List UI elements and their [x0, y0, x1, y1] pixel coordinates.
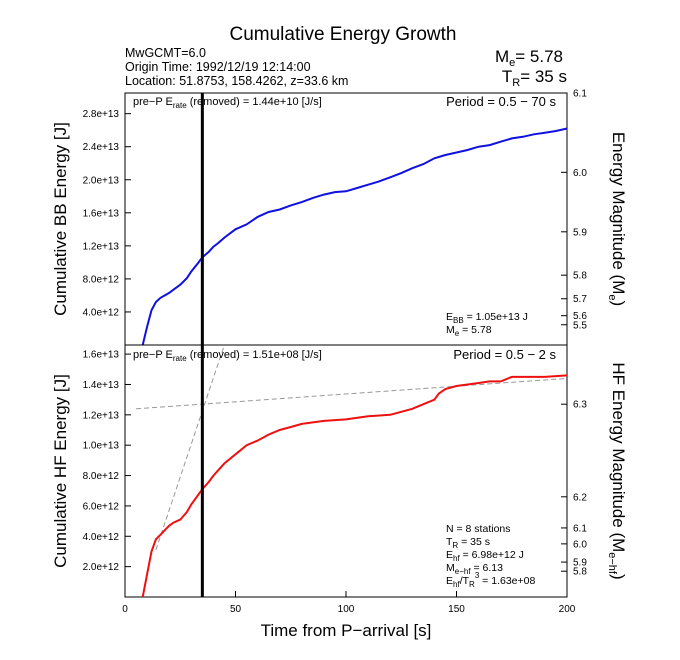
- top-ytick-label: 2.4e+13: [83, 142, 120, 153]
- x-axis-label: Time from P−arrival [s]: [261, 621, 432, 640]
- top-period-label: Period = 0.5 − 70 s: [446, 94, 556, 109]
- top-me-value: Me = 5.78: [446, 324, 492, 338]
- bottom-period-label: Period = 0.5 − 2 s: [453, 347, 556, 362]
- top-ebb-value: EBB = 1.05e+13 J: [446, 311, 528, 325]
- hf-plateau-fit-line: [136, 377, 568, 410]
- bottom-ytick-label: 6.0e+12: [83, 501, 120, 512]
- top-ytick-label: 1.2e+13: [83, 241, 120, 252]
- header-tr: TR= 35 s: [502, 67, 567, 89]
- bottom-ytick-label: 4.0e+12: [83, 532, 120, 543]
- top-right-tick-label: 5.8: [573, 271, 587, 282]
- top-right-tick-label: 5.9: [573, 227, 587, 238]
- hf-energy-line: [141, 374, 568, 598]
- bottom-ytick-label: 1.6e+13: [83, 350, 120, 361]
- info-magnitude: MwGCMT=6.0: [125, 46, 206, 60]
- xtick-label: 200: [559, 604, 576, 615]
- bottom-right-axis: 6.3 6.2 6.1 6.0 5.95.8: [561, 400, 587, 578]
- top-prep-rate: pre−P Erate (removed) = 1.44e+10 [J/s]: [133, 96, 322, 110]
- xtick-label: 100: [338, 604, 355, 615]
- info-location: Location: 51.8753, 158.4262, z=33.6 km: [125, 74, 348, 88]
- top-y-label: Cumulative BB Energy [J]: [51, 122, 70, 316]
- hf-growth-fit-line: [155, 344, 225, 551]
- xtick-label: 50: [230, 604, 242, 615]
- bottom-right-tick-label: 6.3: [573, 400, 587, 411]
- bottom-y-label: Cumulative HF Energy [J]: [51, 374, 70, 568]
- xtick-label: 150: [448, 604, 465, 615]
- top-y-right-label: Energy Magnitude (Me): [606, 132, 628, 306]
- top-right-tick-label: 6.1: [573, 89, 587, 100]
- top-ytick-label: 4.0e+12: [83, 307, 120, 318]
- stat-ehf-tr3: Ehf/TR3 = 1.63e+08: [446, 571, 535, 589]
- panel-broadband: 4.0e+12 8.0e+12 1.2e+13 1.6e+13 2.0e+13 2.4e+…: [51, 89, 628, 346]
- top-ytick-label: 2.0e+13: [83, 175, 120, 186]
- bottom-left-axis: 2.0e+12 4.0e+12 6.0e+12 8.0e+12 1.0e+13 1.2e+…: [83, 350, 131, 573]
- bottom-ytick-label: 1.4e+13: [83, 380, 120, 391]
- bb-energy-line: [141, 127, 568, 346]
- stat-ehf: Ehf = 6.98e+12 J: [446, 549, 524, 563]
- top-left-axis: 4.0e+12 8.0e+12 1.2e+13 1.6e+13 2.0e+13 2.4e+…: [83, 109, 131, 318]
- bottom-ytick-label: 8.0e+12: [83, 471, 120, 482]
- top-plot-frame: [124, 92, 568, 346]
- bottom-ytick-label: 1.0e+13: [83, 441, 120, 452]
- bottom-prep-rate: pre−P Erate (removed) = 1.51e+08 [J/s]: [133, 349, 322, 363]
- top-right-tick-label: 5.7: [573, 294, 587, 305]
- bottom-ytick-label: 2.0e+12: [83, 562, 120, 573]
- top-right-tick-label: 5.6: [573, 311, 587, 322]
- xtick-label: 0: [122, 604, 128, 615]
- stat-stations: N = 8 stations: [446, 523, 511, 535]
- top-right-axis: 6.1 6.0 5.9 5.8 5.7 5.65.5: [561, 89, 587, 331]
- top-right-tick-label: 6.0: [573, 168, 587, 179]
- header-me: Me= 5.78: [495, 47, 563, 69]
- stat-mehf: Me−hf = 6.13: [446, 562, 503, 576]
- top-ytick-label: 8.0e+12: [83, 274, 120, 285]
- panel-high-frequency: 2.0e+12 4.0e+12 6.0e+12 8.0e+12 1.0e+13 1.2e+…: [51, 344, 628, 598]
- info-origin-time: Origin Time: 1992/12/19 12:14:00: [125, 60, 311, 74]
- bottom-right-tick-label: 6.1: [573, 523, 587, 534]
- bottom-y-right-label: HF Energy Magnitude (Me−hf): [606, 362, 628, 579]
- x-axis-ticks: 0 50 100 150 200: [122, 591, 576, 615]
- bottom-ytick-label: 1.2e+13: [83, 410, 120, 421]
- stat-tr: TR = 35 s: [446, 536, 490, 550]
- bottom-right-tick-label: 6.2: [573, 492, 587, 503]
- bottom-right-tick-label: 6.0: [573, 539, 587, 550]
- bottom-right-tick-label: 5.9: [573, 558, 587, 569]
- bottom-right-tick-label: 5.8: [573, 567, 587, 578]
- top-ytick-label: 1.6e+13: [83, 208, 120, 219]
- figure-title: Cumulative Energy Growth: [229, 24, 456, 45]
- top-right-tick-label: 5.5: [573, 320, 587, 331]
- top-ytick-label: 2.8e+13: [83, 109, 120, 120]
